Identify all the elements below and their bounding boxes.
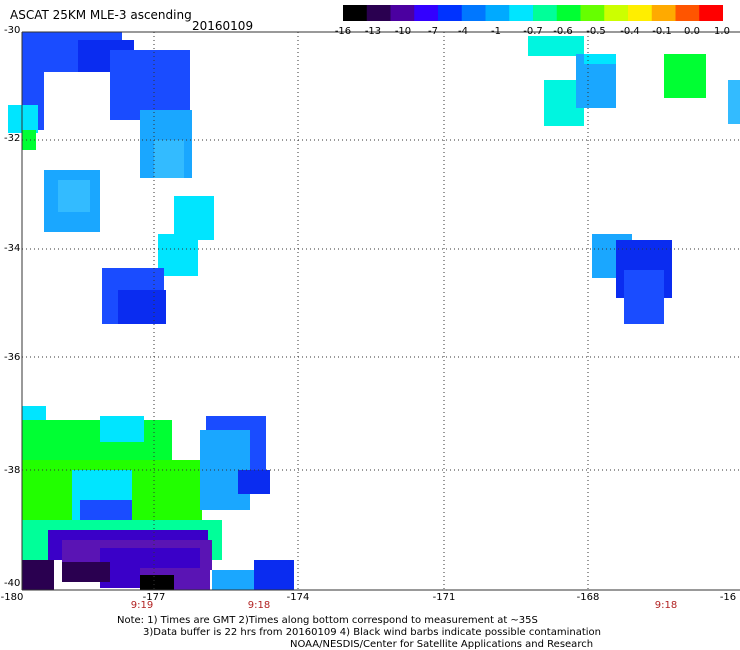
swath-cell — [8, 105, 38, 133]
legend-tick-label: -16 — [334, 26, 352, 37]
legend-swatch — [414, 5, 439, 21]
swath-cell — [254, 560, 294, 590]
swath-cell — [238, 470, 270, 494]
swath-cell — [584, 54, 616, 64]
legend-tick-label: -0.7 — [523, 26, 543, 37]
swath-cell — [100, 416, 144, 442]
swath-cell — [212, 570, 258, 590]
legend-swatch — [438, 5, 463, 21]
legend-tick-label: 0.0 — [684, 26, 700, 37]
lat-label: -38 — [3, 465, 22, 476]
legend-tick-label: -0.5 — [586, 26, 606, 37]
footer-note-line2: 3)Data buffer is 22 hrs from 20160109 4)… — [143, 627, 601, 638]
swath-cell — [158, 234, 198, 276]
lat-label: -36 — [3, 352, 22, 363]
lon-label: -180 — [0, 592, 24, 603]
legend-swatch — [509, 5, 534, 21]
swath-cell — [664, 54, 706, 98]
swath-cell — [58, 180, 90, 212]
swath-cell — [22, 420, 172, 460]
lon-label: -177 — [142, 592, 166, 603]
product-title: ASCAT 25KM MLE-3 ascending — [10, 8, 192, 22]
legend-swatch — [604, 5, 629, 21]
legend-swatch — [675, 5, 700, 21]
time-label: 9:18 — [247, 600, 271, 611]
lat-label: -40 — [3, 578, 22, 589]
legend-tick-label: -0.4 — [620, 26, 640, 37]
footer-credit: NOAA/NESDIS/Center for Satellite Applica… — [290, 639, 594, 650]
swath-data-blocks — [8, 32, 740, 590]
swath-cell — [22, 560, 54, 590]
legend-swatch — [485, 5, 510, 21]
time-label: 9:19 — [130, 600, 154, 611]
legend-tick-label: -7 — [428, 26, 438, 37]
lat-lon-grid — [21, 31, 740, 591]
legend-tick-label: -1 — [491, 26, 501, 37]
legend-tick-label: -4 — [458, 26, 468, 37]
time-label: 9:18 — [654, 600, 678, 611]
legend-swatch — [461, 5, 486, 21]
footer-note-line1: Note: 1) Times are GMT 2)Times along bot… — [117, 615, 538, 626]
swath-cell — [62, 562, 110, 582]
lon-label: -16 — [719, 592, 737, 603]
product-date: 20160109 — [192, 19, 254, 33]
legend-tick-label: -0.1 — [652, 26, 672, 37]
swath-cell — [528, 36, 584, 56]
legend-swatch — [580, 5, 605, 21]
legend-tick-label: -10 — [394, 26, 412, 37]
legend-swatch — [628, 5, 653, 21]
swath-cell — [174, 196, 214, 240]
lat-label: -30 — [3, 25, 22, 36]
legend-swatch — [651, 5, 676, 21]
legend-tick-label: -13 — [364, 26, 382, 37]
color-legend-bar — [343, 5, 723, 21]
legend-swatch — [390, 5, 415, 21]
legend-swatch — [343, 5, 368, 21]
legend-swatch — [366, 5, 391, 21]
lon-label: -174 — [286, 592, 310, 603]
lon-label: -168 — [576, 592, 600, 603]
swath-cell — [22, 130, 36, 150]
lat-label: -34 — [3, 243, 22, 254]
swath-cell — [624, 270, 664, 324]
swath-cell — [140, 575, 174, 590]
legend-tick-label: 1.0 — [714, 26, 730, 37]
lon-label: -171 — [432, 592, 456, 603]
legend-swatch — [699, 5, 723, 21]
swath-cell — [728, 80, 740, 124]
swath-cell — [154, 140, 184, 178]
swath-cell — [118, 290, 166, 324]
lat-label: -32 — [3, 133, 22, 144]
legend-swatch — [533, 5, 558, 21]
legend-tick-label: -0.6 — [553, 26, 573, 37]
swath-cell — [110, 50, 190, 120]
legend-swatch — [556, 5, 581, 21]
